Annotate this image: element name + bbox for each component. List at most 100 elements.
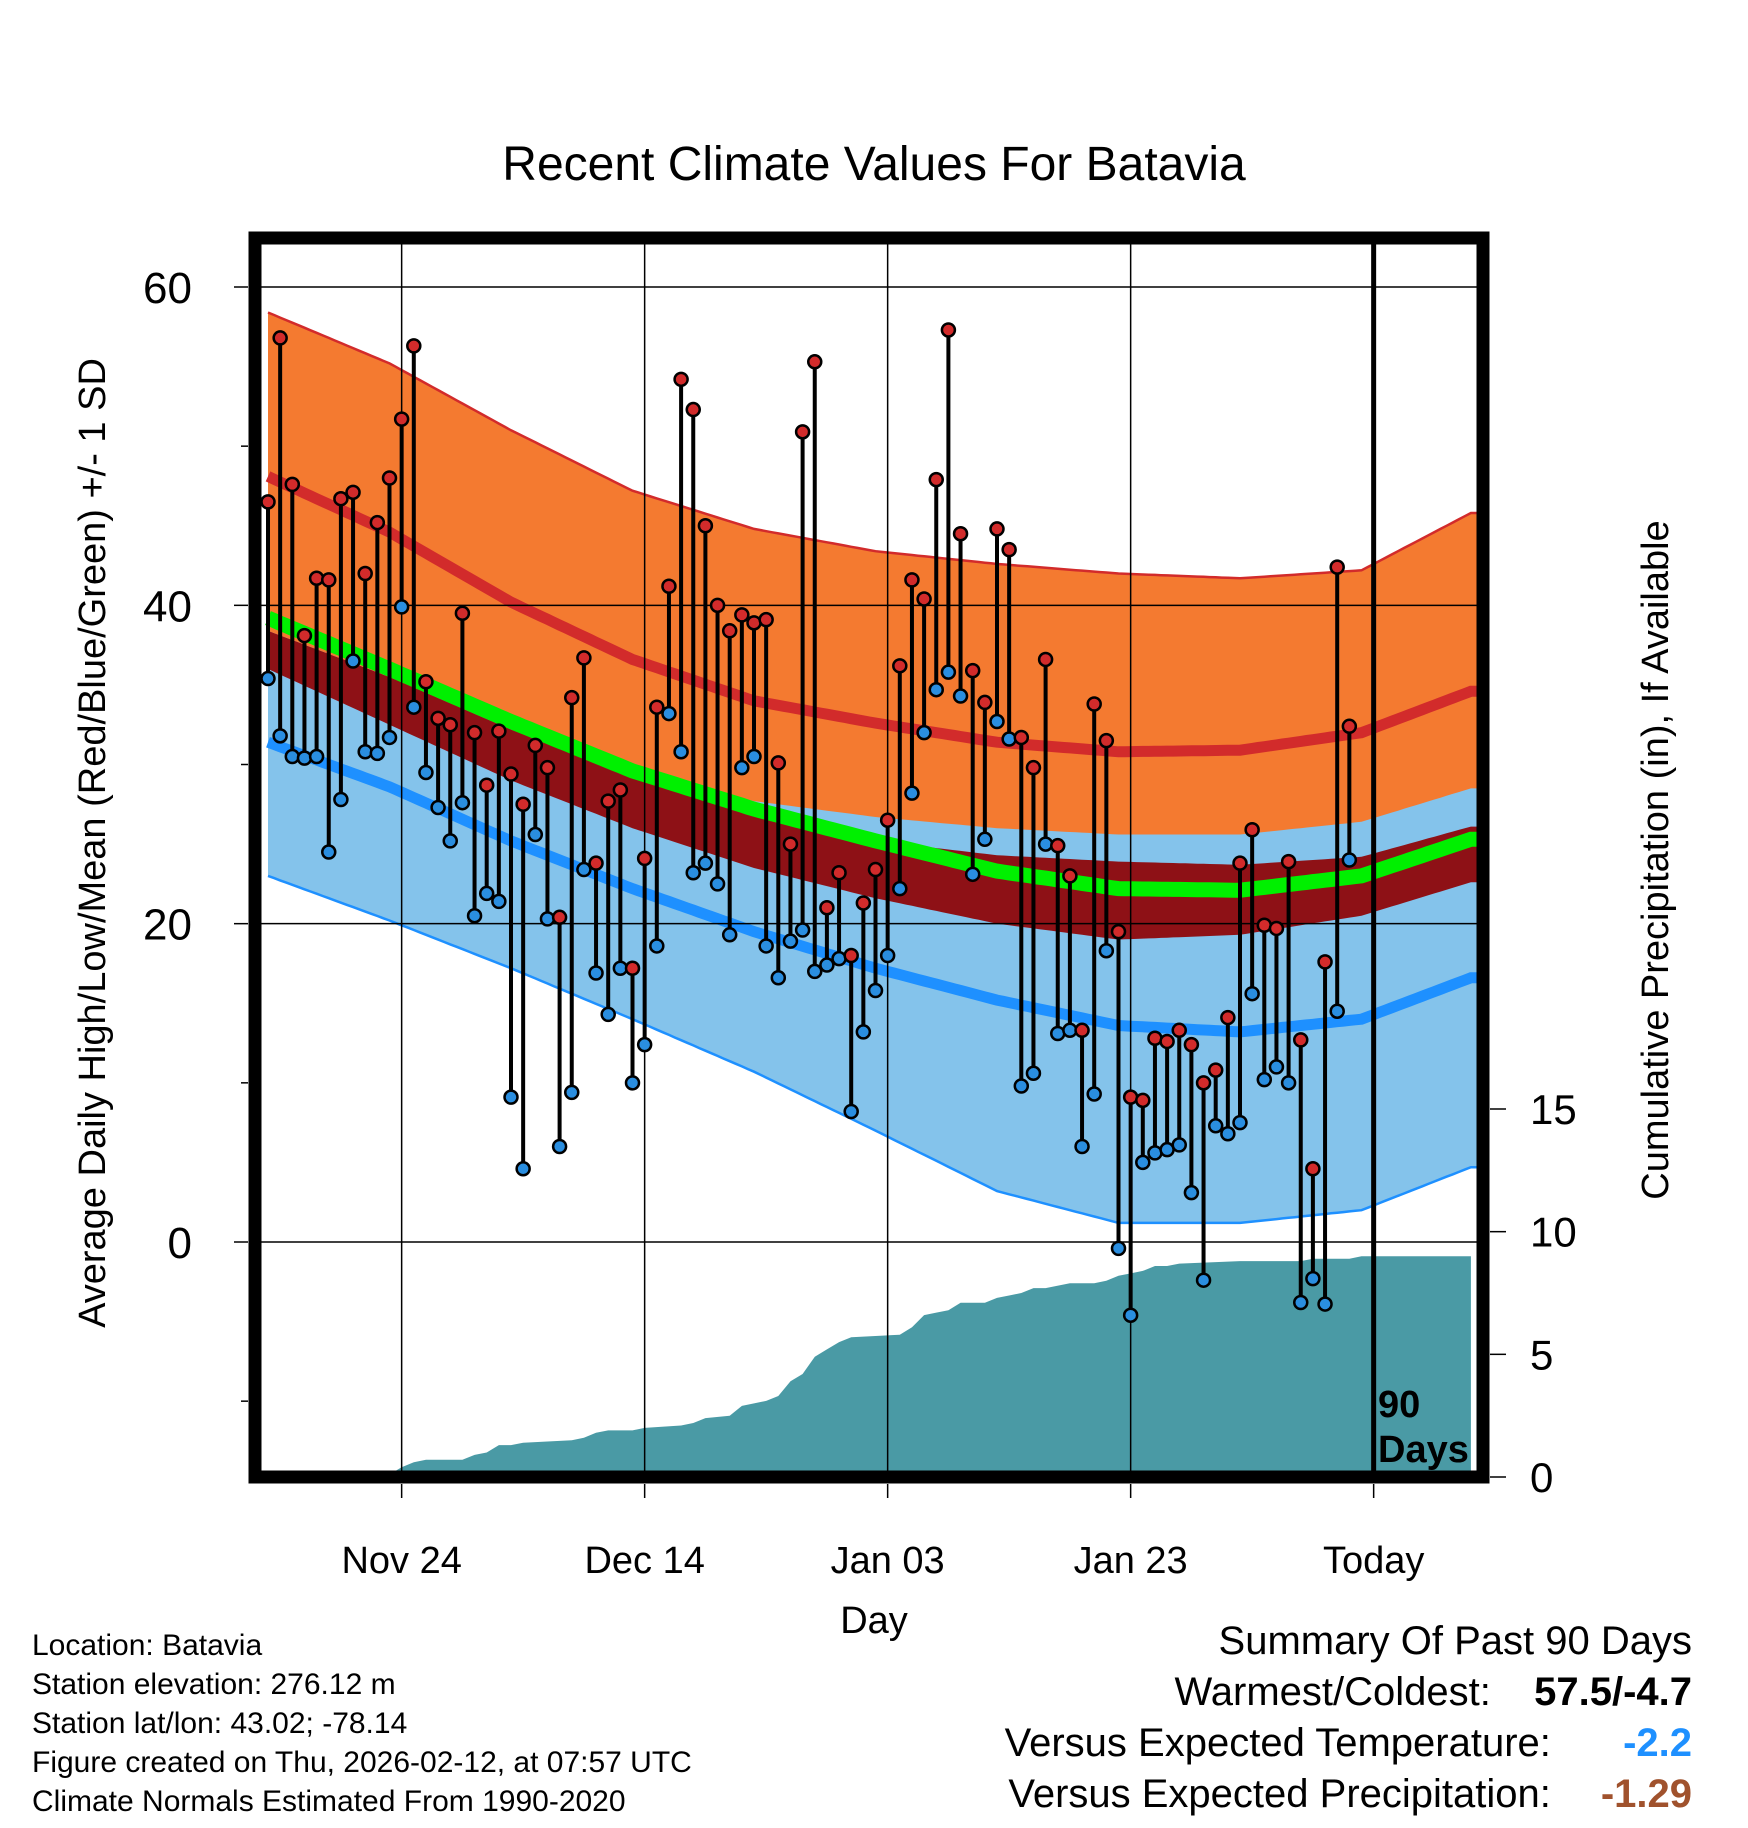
- daily-high-point: [843, 947, 859, 964]
- y-tick-label: 60: [143, 264, 192, 313]
- daily-low-point: [564, 1084, 580, 1101]
- daily-low-point: [770, 970, 787, 986]
- x-tick-label: Jan 03: [831, 1540, 945, 1582]
- daily-high-point: [345, 484, 361, 501]
- summary-panel: Summary Of Past 90 Days Warmest/Coldest:…: [1005, 1616, 1692, 1820]
- daily-high-point: [952, 525, 969, 542]
- chart-title: Recent Climate Values For Batavia: [502, 138, 1246, 191]
- daily-low-point: [296, 750, 313, 766]
- daily-high-point: [564, 689, 580, 706]
- y2-tick-label: 10: [1530, 1209, 1577, 1256]
- plot-border: [248, 231, 1490, 1484]
- daily-high-point: [794, 424, 811, 440]
- daily-low-point: [527, 826, 544, 843]
- station-info: Location: Batavia Station elevation: 276…: [32, 1626, 692, 1821]
- daily-low-point: [977, 831, 993, 848]
- y2-axis-label: Cumulative Precipitation (in), If Availa…: [1635, 520, 1677, 1199]
- summary-title: Summary Of Past 90 Days: [1218, 1619, 1692, 1663]
- normal-mean-line: [265, 611, 1477, 898]
- plot-frame: [248, 231, 1490, 1484]
- daily-high-point: [782, 836, 799, 852]
- daily-high-point: [636, 850, 653, 867]
- daily-low-point: [442, 833, 458, 849]
- daily-high-point: [916, 591, 932, 607]
- x-tick-label: Dec 14: [584, 1540, 704, 1582]
- daily-high-point: [661, 578, 677, 594]
- daily-low-point: [855, 1024, 872, 1040]
- y-tick-label: 0: [168, 1219, 192, 1268]
- daily-high-point: [1329, 559, 1345, 575]
- daily-low-point: [794, 922, 811, 938]
- daily-high-point: [1305, 1161, 1321, 1177]
- y2-tick-label: 0: [1530, 1454, 1553, 1501]
- daily-low-point: [503, 1089, 519, 1105]
- daily-low-point: [1098, 942, 1115, 959]
- y2-tick-label: 15: [1530, 1086, 1577, 1133]
- warmest-value: 57.5/-4.7: [1534, 1670, 1692, 1714]
- y2-tick-label: 5: [1530, 1331, 1553, 1378]
- daily-high-point: [1280, 853, 1297, 870]
- daily-high-point: [1062, 868, 1078, 884]
- daily-low-point: [989, 713, 1005, 730]
- daily-high-point: [1232, 855, 1248, 871]
- daily-observations: [260, 322, 1358, 1323]
- daily-high-point: [296, 627, 313, 644]
- daily-high-point: [600, 793, 616, 809]
- daily-low-point: [588, 965, 604, 981]
- daily-high-point: [393, 411, 410, 427]
- daily-high-point: [612, 782, 629, 798]
- daily-high-point: [1207, 1062, 1224, 1078]
- daily-high-point: [807, 354, 823, 370]
- daily-low-point: [1244, 985, 1260, 1002]
- daily-high-point: [1171, 1022, 1187, 1039]
- daily-high-point: [308, 570, 325, 587]
- daily-high-point: [1135, 1092, 1151, 1109]
- daily-high-point: [819, 900, 835, 916]
- daily-low-point: [636, 1036, 653, 1053]
- daily-low-point: [369, 745, 386, 762]
- precipitation-area: [268, 1256, 1471, 1477]
- daily-low-point: [1037, 836, 1054, 852]
- daily-high-point: [272, 330, 288, 346]
- daily-high-point: [1341, 718, 1358, 735]
- daily-high-point: [430, 710, 446, 727]
- daily-low-point: [418, 764, 434, 781]
- daily-low-point: [478, 885, 495, 902]
- precip-label: Versus Expected Precipitation:: [1008, 1772, 1551, 1816]
- warmest-label: Warmest/Coldest:: [1174, 1670, 1491, 1714]
- daily-low-point: [1122, 1307, 1139, 1323]
- daily-low-point: [819, 957, 835, 973]
- daily-high-point: [454, 605, 471, 622]
- axes: 0 20 40 60 Nov 24 Dec 14 Jan 03 Jan 23 Today 0 5 10…: [143, 264, 1577, 1582]
- daily-low-point: [964, 866, 981, 883]
- daily-low-point: [1195, 1272, 1212, 1288]
- daily-high-point: [551, 909, 568, 926]
- daily-high-point: [879, 812, 896, 828]
- daily-low-point: [673, 744, 689, 760]
- daily-low-point: [758, 938, 774, 954]
- daily-high-point: [1074, 1022, 1090, 1039]
- daily-low-point: [576, 861, 592, 878]
- location-text: Location: Batavia: [32, 1629, 263, 1662]
- daily-low-point: [916, 724, 932, 741]
- daily-low-point: [1280, 1075, 1297, 1091]
- daily-high-point: [1025, 759, 1042, 776]
- temp-label: Versus Expected Temperature:: [1004, 1721, 1551, 1765]
- daily-high-point: [649, 699, 665, 715]
- daily-low-point: [272, 728, 288, 744]
- daily-low-point: [661, 705, 677, 722]
- daily-low-point: [321, 844, 337, 860]
- temp-value: -2.2: [1623, 1721, 1692, 1765]
- daily-high-point: [418, 673, 434, 690]
- daily-high-point: [1183, 1036, 1200, 1053]
- daily-high-point: [515, 796, 531, 813]
- daily-low-point: [867, 982, 884, 999]
- daily-high-point: [357, 565, 373, 582]
- x-tick-label: Jan 23: [1074, 1540, 1188, 1582]
- daily-high-point: [503, 766, 519, 782]
- daily-high-point: [369, 514, 386, 531]
- daily-low-point: [940, 664, 957, 680]
- daily-low-point: [721, 927, 738, 943]
- daily-high-point: [624, 960, 641, 976]
